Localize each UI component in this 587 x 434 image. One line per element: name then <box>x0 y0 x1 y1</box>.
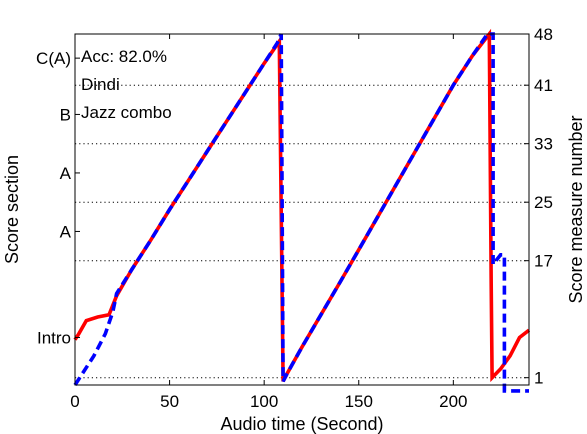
section-label: A <box>60 222 72 241</box>
right-tick-label: 41 <box>534 76 553 95</box>
section-label: Intro <box>37 328 71 347</box>
section-label: A <box>60 164 72 183</box>
right-tick-label: 1 <box>534 369 543 388</box>
axes <box>74 33 530 386</box>
x-tick-label: 100 <box>250 392 278 411</box>
annotation: Jazz combo <box>81 103 172 122</box>
y-axis-title-right: Score measure number <box>566 115 586 303</box>
x-tick-label: 50 <box>160 392 179 411</box>
labels: 0 50 100 150 200 1 17 25 33 41 48 Intro A A B C(A) Audio… <box>2 25 586 434</box>
right-tick-label: 33 <box>534 135 553 154</box>
x-tick-label: 0 <box>70 392 79 411</box>
x-tick-label: 150 <box>345 392 373 411</box>
x-axis-title: Audio time (Second) <box>220 414 383 434</box>
right-tick-label: 48 <box>534 25 553 44</box>
plot-frame <box>74 33 530 386</box>
y-axis-title-left: Score section <box>2 155 22 264</box>
right-tick-label: 25 <box>534 193 553 212</box>
series-line-1 <box>73 28 531 383</box>
x-tick-label: 200 <box>439 392 467 411</box>
annotation: Acc: 82.0% <box>81 47 167 66</box>
series-layer <box>73 28 531 393</box>
annotation: Dindi <box>81 75 120 94</box>
gridlines <box>75 84 529 379</box>
series-line-2 <box>73 32 529 393</box>
right-tick-label: 17 <box>534 252 553 271</box>
section-label: B <box>60 105 71 124</box>
section-label: C(A) <box>36 49 71 68</box>
